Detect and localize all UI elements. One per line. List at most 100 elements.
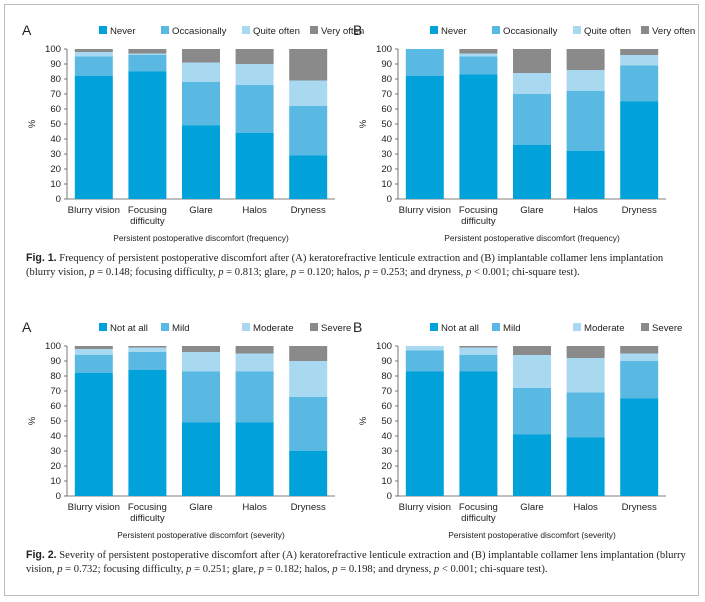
bar-blurry-vision-severe: [74, 346, 113, 349]
bar-dryness-never: [289, 155, 328, 199]
x-tick-label-halos: Halos: [242, 205, 267, 216]
caption-fig1-p-7: p: [364, 266, 370, 278]
x-tick-label-focusing: Focusing: [128, 205, 167, 216]
legend-swatch-never: [99, 26, 107, 34]
y-tick-label-90: 90: [50, 356, 61, 367]
x-axis-title: Persistent postoperative discomfort (fre…: [113, 233, 289, 243]
bar-blurry-vision-mild: [405, 350, 444, 372]
x-axis-title: Persistent postoperative discomfort (sev…: [448, 530, 616, 540]
x-tick-label-glare: Glare: [189, 502, 212, 513]
y-tick-label-40: 40: [381, 431, 392, 442]
bar-glare-quite-often: [513, 73, 551, 94]
bar-dryness-occasionally: [620, 65, 659, 102]
legend-swatch-quite-often: [242, 26, 250, 34]
y-tick-label-80: 80: [381, 74, 392, 85]
x-tick-label-dryness: Dryness: [622, 205, 657, 216]
x-tick-label-dryness: Dryness: [291, 205, 326, 216]
bar-focusing-difficulty-very-often: [128, 49, 167, 54]
bar-blurry-vision-not-at-all: [405, 371, 444, 496]
y-tick-label-60: 60: [50, 401, 61, 412]
y-tick-label-30: 30: [50, 149, 61, 160]
caption-fig1-p-5: p: [290, 266, 296, 278]
y-tick-label-40: 40: [50, 134, 61, 145]
panel-label: A: [22, 22, 32, 38]
y-tick-label-40: 40: [381, 134, 392, 145]
bar-glare-occasionally: [513, 94, 551, 145]
x-tick-label-difficulty: difficulty: [461, 513, 496, 524]
bar-halos-very-often: [235, 49, 274, 64]
y-axis-label: %: [27, 416, 38, 425]
bar-halos-mild: [235, 371, 274, 423]
bar-halos-severe: [566, 346, 605, 358]
bar-dryness-severe: [289, 346, 328, 361]
bar-glare-not-at-all: [182, 422, 220, 496]
legend-label-very-often: Very often: [652, 26, 695, 37]
bar-glare-severe: [513, 346, 551, 355]
caption-fig1-p-1: p: [89, 266, 95, 278]
caption-fig2-p-9: p: [433, 563, 440, 575]
bar-glare-not-at-all: [513, 434, 551, 496]
x-axis-title: Persistent postoperative discomfort (fre…: [444, 233, 620, 243]
bar-dryness-mild: [289, 397, 328, 451]
y-tick-label-80: 80: [50, 74, 61, 85]
bar-focusing-difficulty-never: [128, 71, 167, 199]
bar-focusing-difficulty-severe: [128, 346, 167, 348]
caption-fig2-text-6: = 0.182; halos,: [263, 563, 333, 575]
y-tick-label-50: 50: [381, 119, 392, 130]
x-axis-title: Persistent postoperative discomfort (sev…: [117, 530, 285, 540]
legend-swatch-severe: [641, 323, 649, 331]
bar-blurry-vision-never: [405, 76, 444, 199]
bar-glare-never: [182, 125, 220, 199]
panel-label: B: [353, 22, 362, 38]
legend-swatch-moderate: [242, 323, 250, 331]
caption-fig2-text-2: = 0.732; focusing difficulty,: [62, 563, 187, 575]
chart-fig1-panel-a: A Never Occasionally Quite often Very often 0…: [22, 22, 364, 243]
x-tick-label-blurry-vision: Blurry vision: [68, 502, 120, 513]
bar-glare-mild: [513, 388, 551, 435]
y-tick-label-90: 90: [381, 59, 392, 70]
caption-fig1-text-4: = 0.813; glare,: [223, 266, 291, 278]
legend-label-severe: Severe: [652, 323, 682, 334]
legend-swatch-moderate: [573, 323, 581, 331]
legend-label-very-often: Very often: [321, 26, 364, 37]
legend-label-mild: Mild: [503, 323, 521, 334]
y-tick-label-0: 0: [387, 194, 392, 205]
bar-blurry-vision-quite-often: [74, 52, 113, 57]
y-tick-label-0: 0: [387, 491, 392, 502]
bar-halos-moderate: [566, 358, 605, 393]
y-tick-label-100: 100: [45, 341, 61, 352]
caption-fig1-text-0: Frequency of persistent postoperative di…: [26, 253, 664, 278]
bar-dryness-moderate: [620, 353, 659, 361]
legend-swatch-very-often: [310, 26, 318, 34]
x-tick-label-halos: Halos: [242, 502, 267, 513]
x-tick-label-halos: Halos: [573, 205, 598, 216]
x-tick-label-blurry-vision: Blurry vision: [399, 205, 451, 216]
y-tick-label-20: 20: [381, 461, 392, 472]
legend-swatch-severe: [310, 323, 318, 331]
bar-dryness-moderate: [289, 361, 328, 397]
y-tick-label-100: 100: [45, 44, 61, 55]
caption-fig2-text-8: = 0.198; and dryness,: [337, 563, 434, 575]
panel-label: A: [22, 319, 32, 335]
bar-halos-not-at-all: [566, 437, 605, 496]
y-axis-label: %: [358, 416, 369, 425]
bar-focusing-difficulty-mild: [459, 355, 498, 372]
caption-fig1-text-10: < 0.001; chi-square test).: [471, 266, 580, 278]
bar-halos-very-often: [566, 49, 605, 70]
bar-halos-never: [566, 151, 605, 199]
caption-fig1: Fig. 1. Frequency of persistent postoper…: [26, 252, 686, 279]
bar-blurry-vision-occasionally: [74, 56, 113, 76]
bar-halos-quite-often: [566, 70, 605, 91]
y-tick-label-20: 20: [50, 164, 61, 175]
legend-swatch-not-at-all: [99, 323, 107, 331]
y-tick-label-10: 10: [381, 476, 392, 487]
bar-halos-moderate: [235, 353, 274, 372]
bar-dryness-very-often: [289, 49, 328, 81]
y-tick-label-0: 0: [56, 491, 61, 502]
y-tick-label-70: 70: [50, 386, 61, 397]
y-axis-label: %: [358, 119, 369, 128]
caption-fig1-text-8: = 0.253; and dryness,: [369, 266, 466, 278]
bar-dryness-quite-often: [620, 55, 659, 66]
bar-glare-severe: [182, 346, 220, 352]
bar-glare-moderate: [182, 352, 220, 372]
